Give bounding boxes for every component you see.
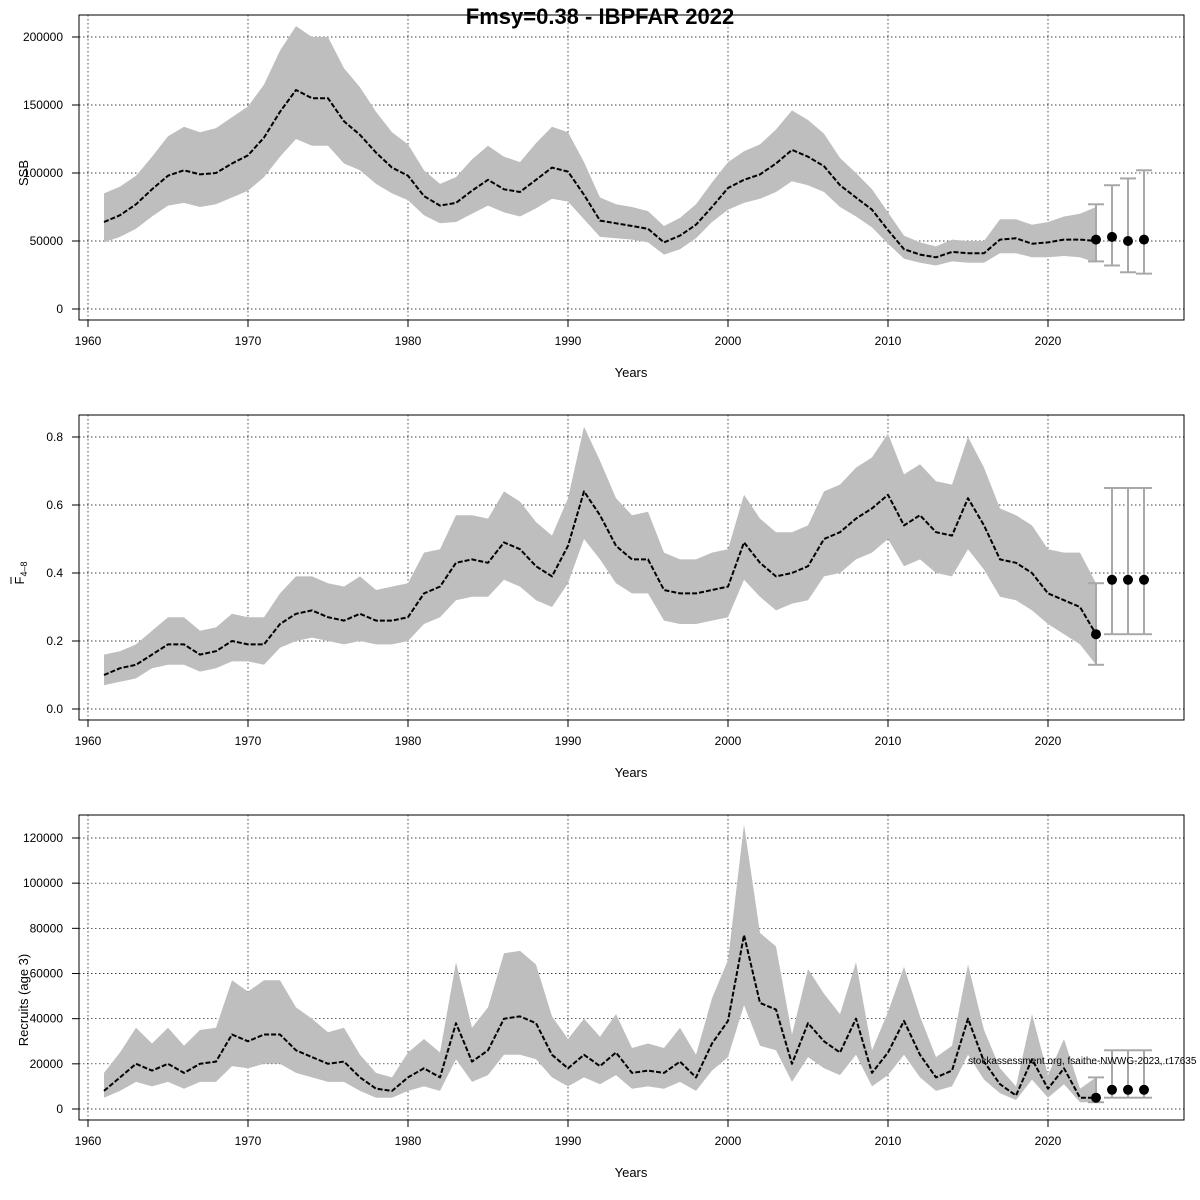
estimate-line [103,89,1097,259]
x-tick-label: 2000 [715,734,742,748]
confidence-band [104,824,1096,1103]
y-tick-label: 0 [56,302,63,316]
y-tick-label: 0 [56,1102,63,1116]
x-axis-label: Years [615,365,648,380]
forecast-2024 [1104,1049,1120,1099]
y-axis-label-subscript: 4–8 [19,562,29,577]
y-axis-label-main: SSB [16,160,31,186]
x-tick-label: 1990 [555,1134,582,1148]
y-axis-label: SSB [16,160,31,186]
x-axis: 1960 1970 1980 1990 2000 2010 2020 Years [75,1119,1062,1180]
forecast-point [1139,1084,1149,1095]
forecast-2023 [1088,1076,1104,1104]
confidence-band [104,426,1096,686]
y-tick-label: 0.6 [46,498,63,512]
forecast-point [1107,231,1117,242]
forecast-point [1091,234,1101,245]
main-title: Fmsy=0.38 - IBPFAR 2022 [466,4,734,29]
confidence-band [104,26,1096,266]
x-tick-label: 1970 [235,334,262,348]
forecast-2024 [1104,184,1120,267]
x-tick-label: 1960 [75,734,102,748]
x-tick-label: 2000 [715,1134,742,1148]
y-axis-label-main: F [12,576,27,584]
y-axis: 0 50000 100000 150000 200000 SSB [16,30,79,316]
x-axis: 1960 1970 1980 1990 2000 2010 2020 Years [75,319,1062,380]
y-axis-label: F4–8 [12,562,29,585]
y-tick-label: 150000 [23,98,63,112]
forecast-2025 [1120,177,1136,274]
estimate-line [103,934,1096,1099]
x-tick-label: 2020 [1035,334,1062,348]
panel-fbar: 1960 1970 1980 1990 2000 2010 2020Years0.00.20… [10,414,1185,780]
y-axis: 0 20000 40000 60000 80000 100000 120000 Recruit… [16,831,79,1116]
forecast-point [1123,574,1133,585]
forecast-2023 [1088,582,1104,666]
x-tick-label: 1980 [395,1134,422,1148]
y-tick-label: 200000 [23,30,63,44]
y-tick-label: 40000 [30,1012,64,1026]
forecast-2024 [1104,487,1120,636]
x-tick-label: 1980 [395,334,422,348]
x-tick-label: 1980 [395,734,422,748]
forecast-point [1139,234,1149,245]
y-tick-label: 60000 [30,967,64,981]
x-tick-label: 1960 [75,334,102,348]
y-tick-label: 120000 [23,831,63,845]
x-axis: 1960 1970 1980 1990 2000 2010 2020 Years [75,719,1062,780]
y-tick-label: 0.8 [46,430,63,444]
forecast-2026 [1136,1049,1152,1099]
x-tick-label: 2010 [875,1134,902,1148]
x-tick-label: 1970 [235,1134,262,1148]
y-tick-label: 20000 [30,1057,64,1071]
panel-ssb: 1960 1970 1980 1990 2000 2010 2020 Years 0 50000 1… [16,14,1185,380]
x-tick-label: 2020 [1035,1134,1062,1148]
x-axis-label: Years [615,765,648,780]
y-tick-label: 80000 [30,921,64,935]
x-tick-label: 2000 [715,334,742,348]
source-note: stockassessment.org, fsaithe-NWWG-2023, … [968,1056,1197,1067]
forecast-point [1107,574,1117,585]
forecast-2026 [1136,169,1152,275]
forecast-point [1123,236,1133,246]
x-tick-label: 1960 [75,1134,102,1148]
forecast-point [1091,629,1101,640]
forecast-2026 [1136,487,1152,636]
y-tick-label: 0.0 [46,702,63,716]
y-tick-label: 50000 [30,234,64,248]
y-axis-label: Recruits (age 3) [16,954,31,1046]
y-tick-label: 0.4 [46,566,63,580]
y-tick-label: 100000 [23,166,63,180]
x-tick-label: 1990 [555,734,582,748]
x-tick-label: 2020 [1035,734,1062,748]
estimate-line [103,490,1097,676]
y-axis: 0.0 0.2 0.4 0.6 0.8 F4–8 [10,430,79,716]
panel-recruits: 1960 1970 1980 1990 2000 2010 2020 Years 0 20000 4… [16,814,1185,1180]
y-tick-label: 0.2 [46,634,63,648]
x-axis-label: Years [615,1165,648,1180]
forecast-point [1107,1084,1117,1095]
forecast-2025 [1120,1049,1136,1099]
forecast-2023 [1088,203,1104,263]
x-tick-label: 1970 [235,734,262,748]
grid [79,815,1184,1120]
forecast-point [1139,574,1149,585]
forecast-point [1091,1092,1101,1103]
y-axis-label-main: Recruits (age 3) [16,954,31,1046]
x-tick-label: 2010 [875,734,902,748]
y-tick-label: 100000 [23,876,63,890]
forecast-point [1123,1084,1133,1095]
forecast-2025 [1120,487,1136,636]
x-tick-label: 1990 [555,334,582,348]
x-tick-label: 2010 [875,334,902,348]
